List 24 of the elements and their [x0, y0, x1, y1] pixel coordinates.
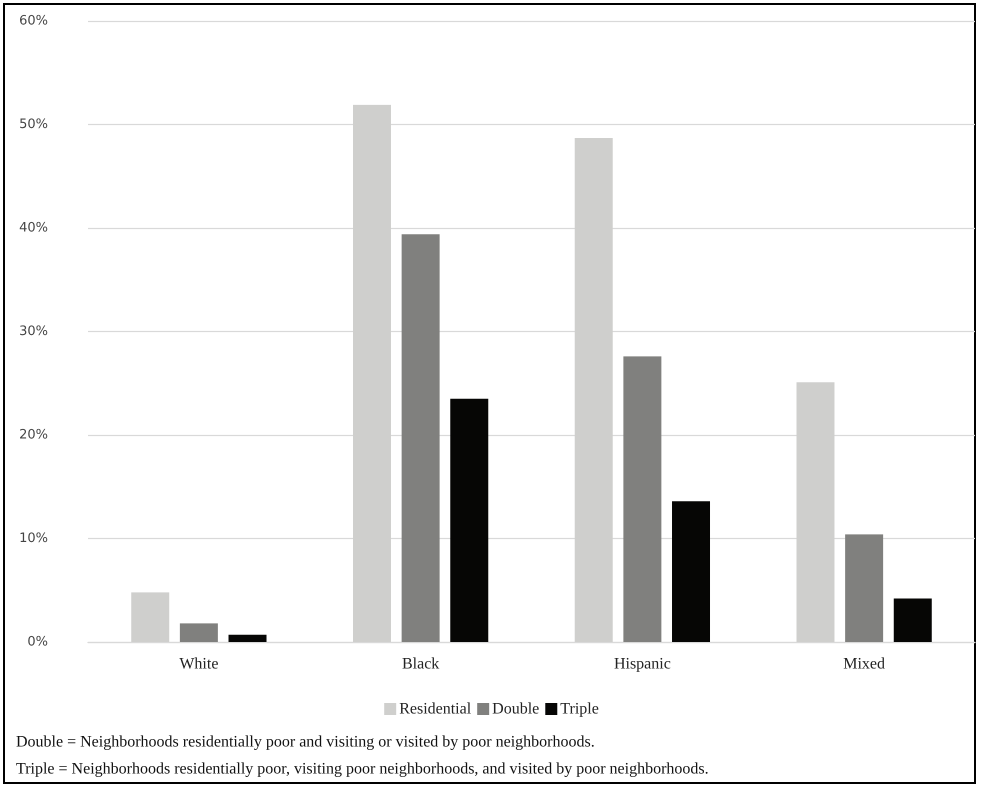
y-tick-label: 0% [27, 634, 48, 650]
x-tick-label: White [179, 656, 218, 672]
y-tick-label: 20% [19, 428, 48, 442]
legend-label: Residential [399, 700, 472, 718]
y-tick-label: 60% [19, 14, 48, 28]
x-tick-label: Mixed [843, 656, 886, 672]
bar [845, 534, 884, 642]
bar [402, 234, 440, 642]
legend-label: Triple [560, 700, 599, 718]
bar [672, 501, 710, 642]
y-tick-label: 30% [19, 324, 48, 339]
y-tick-label: 50% [19, 117, 48, 132]
bar [623, 356, 662, 642]
text: Triple = Neighborhoods residentially poor, visiting poor neighborhoods, and visited by poor neighborhoods. [16, 760, 709, 778]
bar [180, 623, 218, 642]
bar [894, 598, 932, 642]
bar [450, 398, 488, 642]
x-tick-label: Hispanic [614, 656, 671, 672]
bar [228, 634, 267, 642]
text: Double = Neighborhoods residentially poor and visiting or visited by poor neighborhoods. [16, 734, 595, 750]
legend-label: Double [492, 700, 540, 718]
x-tick-label: Black [402, 656, 440, 672]
y-tick-label: 10% [19, 531, 48, 546]
y-tick-label: 40% [19, 220, 48, 236]
